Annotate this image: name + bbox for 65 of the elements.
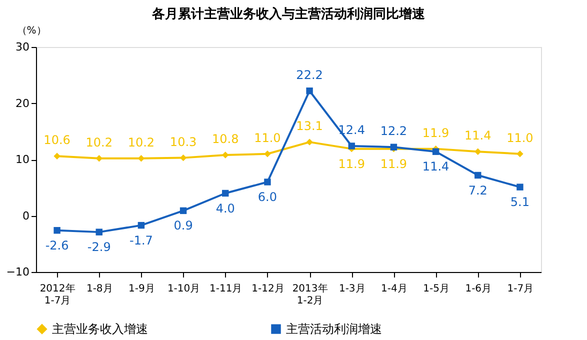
point	[264, 178, 271, 186]
data-label: 7.2	[468, 183, 488, 198]
x-tick-label: 1-9月	[128, 284, 155, 294]
data-label: 22.2	[296, 68, 323, 82]
point	[138, 222, 145, 229]
point	[222, 152, 229, 158]
data-label: 5.1	[510, 195, 530, 210]
x-tick-label: 1-12月	[252, 284, 284, 294]
data-label: 4.0	[216, 201, 235, 216]
data-label: 10.2	[86, 135, 112, 150]
point	[54, 227, 60, 234]
point	[54, 152, 60, 160]
data-label: 11.9	[380, 156, 408, 171]
point	[306, 88, 313, 94]
x-tick-label: 1-7月	[507, 284, 534, 294]
y-axis-title: （%）	[16, 26, 46, 36]
x-tick-label: 1-11月	[210, 284, 242, 294]
point	[96, 155, 102, 162]
point	[432, 148, 440, 155]
legend-label: 主营业务收入增速	[52, 322, 148, 336]
point	[138, 155, 145, 162]
x-tick-label: 1-10月	[167, 284, 200, 294]
x-tick-label: 1-6月	[465, 284, 492, 294]
data-label: 13.1	[296, 119, 323, 134]
x-tick-label: 1-8月	[86, 284, 113, 294]
y-tick-label: −10	[6, 266, 30, 278]
data-label: 11.0	[506, 130, 534, 145]
point	[180, 207, 187, 214]
x-tick-label: 1-4月	[381, 284, 408, 294]
data-label: 11.9	[338, 156, 365, 171]
data-label: 10.2	[128, 135, 155, 150]
data-label: 6.0	[258, 190, 278, 204]
data-label: 11.9	[422, 126, 450, 140]
data-label: 10.3	[170, 134, 197, 149]
data-label: 12.4	[338, 123, 365, 137]
chart-title: 各月累计主营业务收入与主营活动利润同比增速	[151, 6, 426, 22]
point	[516, 150, 524, 158]
point	[306, 138, 313, 146]
point	[180, 154, 187, 162]
point	[96, 228, 102, 236]
data-label: 10.8	[212, 132, 239, 146]
point	[348, 142, 355, 150]
data-label: -2.6	[45, 238, 69, 252]
x-tick-label: 1-3月	[338, 284, 366, 294]
data-label: 0.9	[174, 218, 193, 233]
y-tick-label: 10	[16, 153, 30, 166]
data-label: 10.6	[44, 133, 70, 148]
data-label: -1.7	[129, 233, 153, 248]
point	[474, 172, 482, 179]
x-tick-label: 1-5月	[423, 284, 450, 294]
data-label: 11.4	[422, 160, 450, 174]
legend-label: 主营活动利润增速	[286, 322, 382, 336]
y-tick-label: 0	[22, 209, 30, 222]
data-label: 12.2	[380, 124, 408, 138]
point	[474, 148, 482, 155]
data-label: 11.0	[254, 130, 281, 145]
data-label: -2.9	[87, 240, 111, 254]
y-tick-label: 20	[16, 96, 30, 110]
x-tick-label: 2012年 1-7月	[40, 282, 76, 306]
data-label: 11.4	[464, 128, 492, 143]
x-tick-label: 2013年 1-2月	[292, 282, 328, 306]
point	[222, 190, 229, 197]
point	[516, 184, 524, 190]
point	[264, 150, 271, 158]
y-tick-label: 30	[16, 40, 30, 54]
